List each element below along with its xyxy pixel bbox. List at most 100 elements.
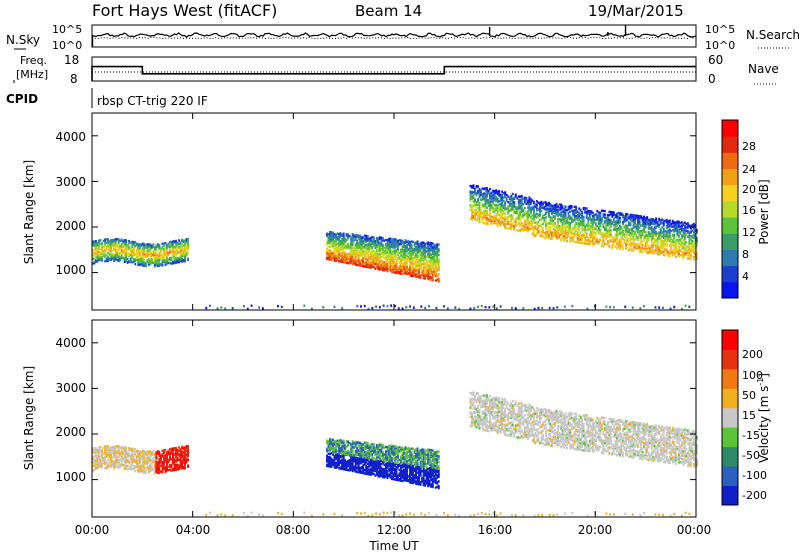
power-pixel <box>353 247 356 250</box>
power-pixel <box>333 233 336 236</box>
power-pixel <box>341 307 344 310</box>
power-pixel <box>209 304 211 307</box>
power-pixel <box>498 189 501 193</box>
power-pixel <box>480 304 483 308</box>
power-pixel <box>557 222 559 225</box>
power-pixel <box>348 252 351 255</box>
power-pixel <box>114 249 117 252</box>
freq-label-line1: Freq. <box>20 54 47 67</box>
power-pixel <box>132 258 135 261</box>
power-pixel <box>153 263 156 267</box>
power-pixel <box>532 217 535 221</box>
power-pixel <box>599 238 602 242</box>
power-pixel <box>360 263 363 266</box>
power-pixel <box>156 256 159 260</box>
power-pixel <box>365 251 368 255</box>
power-pixel <box>146 259 149 262</box>
power-pixel <box>104 242 106 246</box>
power-pixel <box>107 256 109 259</box>
power-pixel <box>563 239 565 242</box>
power-pixel <box>347 234 350 237</box>
power-pixel <box>558 235 561 238</box>
power-pixel <box>605 305 608 308</box>
power-pixel <box>570 205 573 208</box>
power-pixel <box>153 252 156 255</box>
power-pixel <box>96 247 99 250</box>
power-pixel <box>167 261 170 265</box>
power-pixel <box>147 253 150 256</box>
power-pixel <box>665 248 668 251</box>
power-pixel <box>359 259 362 263</box>
colorbar-segment <box>722 249 738 267</box>
power-pixel <box>369 241 372 244</box>
power-pixel <box>163 259 165 262</box>
power-pixel <box>525 196 528 200</box>
power-pixel <box>330 233 333 236</box>
power-pixel <box>369 257 372 260</box>
power-pixel <box>126 246 129 249</box>
power-pixel <box>105 259 108 263</box>
power-pixel <box>329 252 331 255</box>
power-pixel <box>673 305 676 309</box>
power-pixel <box>99 256 102 259</box>
power-pixel <box>513 227 516 230</box>
power-pixel <box>680 237 683 240</box>
power-pixel <box>329 249 331 252</box>
freq-panel-frame <box>91 56 697 82</box>
power-pixel <box>170 245 173 248</box>
power-pixel <box>138 252 141 255</box>
power-pixel <box>362 245 365 248</box>
power-pixel <box>163 257 165 260</box>
power-pixel <box>102 252 105 255</box>
power-pixel <box>341 244 344 248</box>
power-pixel <box>365 254 368 257</box>
power-pixel <box>435 306 438 310</box>
power-pixel <box>187 251 189 255</box>
power-pixel <box>123 258 126 261</box>
power-pixel <box>354 244 357 247</box>
power-pixel <box>341 237 344 241</box>
power-pixel <box>368 266 371 269</box>
power-pixel <box>170 259 173 262</box>
power-pixel <box>552 307 555 310</box>
power-pixel <box>98 248 100 251</box>
power-cb-tick-12: 12 <box>742 226 756 239</box>
power-pixel <box>329 257 331 260</box>
power-pixel <box>336 255 339 258</box>
power-pixel <box>366 255 369 258</box>
power-pixel <box>688 305 691 308</box>
power-pixel <box>277 304 279 308</box>
power-pixel <box>125 253 128 256</box>
power-pixel <box>120 252 123 255</box>
power-pixel <box>185 242 188 246</box>
power-pixel <box>179 258 182 261</box>
power-pixel <box>158 244 161 247</box>
power-pixel <box>152 261 155 264</box>
power-pixel <box>351 245 354 249</box>
power-pixel <box>93 257 96 260</box>
power-pixel <box>351 259 354 262</box>
power-pixel <box>128 260 131 263</box>
freq-tick-high: 18 <box>64 53 79 67</box>
power-pixel <box>98 254 100 257</box>
noise-spikes <box>91 25 627 47</box>
power-pixel <box>164 248 167 252</box>
power-pixel <box>147 258 150 261</box>
power-pixel <box>350 255 353 259</box>
power-pixel <box>92 248 94 251</box>
power-pixel <box>344 244 347 247</box>
power-pixel <box>356 259 359 262</box>
power-pixel <box>149 247 152 251</box>
power-pixel <box>624 305 627 308</box>
noise-right-tick-low: 10^0 <box>705 39 735 52</box>
power-pixel <box>608 244 611 248</box>
power-pixel <box>486 187 488 190</box>
power-pixel <box>437 265 440 268</box>
power-pixel <box>147 251 150 254</box>
power-pixel <box>175 256 177 260</box>
power-pixel <box>437 277 440 281</box>
power-pixel <box>111 252 114 256</box>
power-pixel <box>360 305 362 308</box>
power-pixel <box>107 243 109 247</box>
power-pixel <box>603 209 606 213</box>
